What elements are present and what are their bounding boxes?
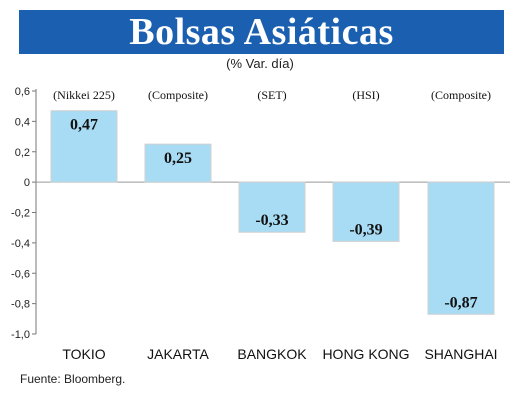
index-name-label: (Nikkei 225) [53, 88, 115, 102]
index-name-label: (Composite) [148, 88, 208, 102]
y-tick-label: 0,2 [15, 147, 30, 159]
x-tick-label: TOKIO [62, 346, 105, 362]
data-label: 0,47 [70, 117, 98, 134]
data-label: -0,39 [349, 221, 382, 238]
data-label: 0,25 [164, 150, 192, 167]
index-name-label: (Composite) [431, 88, 491, 102]
y-tick-label: 0,6 [15, 86, 30, 98]
chart-title: Bolsas Asiáticas [129, 11, 394, 53]
y-tick-label: 0 [24, 177, 30, 189]
source-note: Fuente: Bloomberg. [20, 372, 126, 386]
chart-subtitle: (% Var. día) [226, 56, 294, 71]
y-tick-label: -1,0 [11, 329, 30, 341]
x-tick-label: JAKARTA [147, 346, 209, 362]
data-label: -0,87 [444, 294, 477, 311]
title-banner: Bolsas Asiáticas [19, 10, 504, 54]
y-tick-label: -0,2 [11, 208, 30, 220]
index-name-label: (HSI) [352, 88, 379, 102]
y-tick-label: -0,8 [11, 299, 30, 311]
index-name-label: (SET) [257, 88, 286, 102]
bar-bangkok [238, 181, 306, 233]
y-tick-label: 0,4 [15, 116, 30, 128]
data-label: -0,33 [255, 212, 288, 229]
x-tick-label: HONG KONG [322, 346, 409, 362]
bar-shanghai [427, 181, 495, 315]
x-tick-label: SHANGHAI [424, 346, 497, 362]
x-tick-label: BANGKOK [237, 346, 307, 362]
bar-hong-kong [332, 181, 400, 242]
y-tick-label: -0,4 [11, 238, 30, 250]
bar-jakarta [144, 143, 212, 183]
y-tick-label: -0,6 [11, 268, 30, 280]
bar-tokio [50, 110, 118, 183]
